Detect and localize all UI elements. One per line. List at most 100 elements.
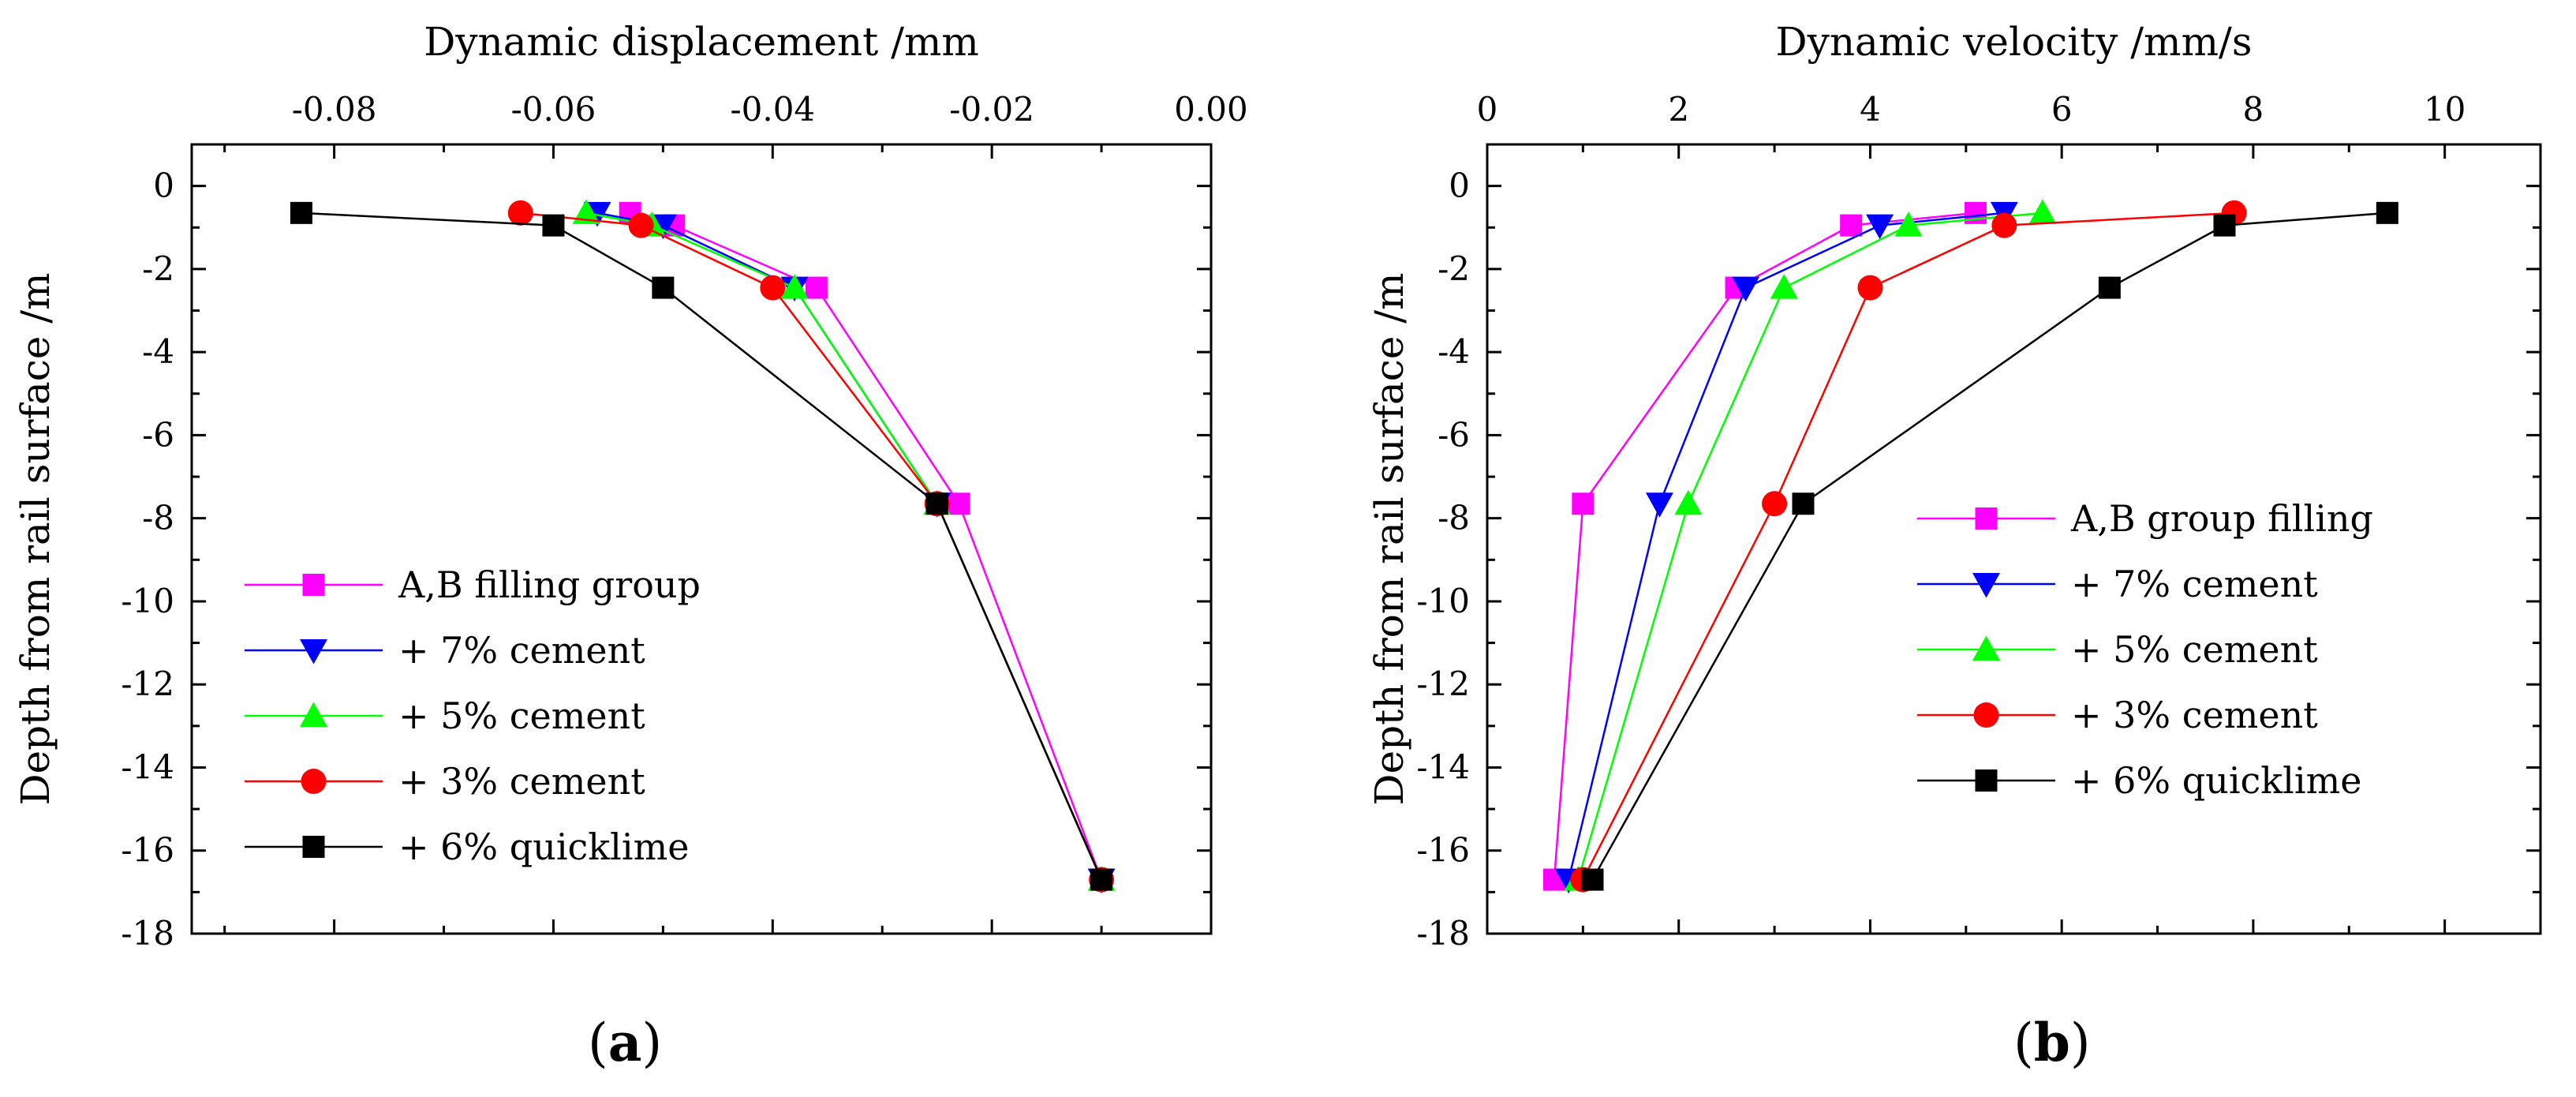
- data-point: [1991, 212, 2017, 238]
- legend-marker: [1975, 507, 1998, 530]
- legend-entry-label: + 3% cement: [398, 760, 645, 803]
- data-point: [2376, 201, 2398, 224]
- data-point: [1840, 214, 1863, 237]
- series-5: [1581, 201, 2398, 891]
- y-tick-label: -8: [142, 499, 174, 537]
- legend: A,B filling group + 7% cement + 5% cement +…: [245, 563, 701, 868]
- panel-label-close: ): [642, 1013, 663, 1073]
- legend-entry-label: + 7% cement: [398, 629, 645, 672]
- data-point: [948, 492, 970, 515]
- legend-entry-label: A,B group filling: [2070, 497, 2373, 540]
- y-tick-label: -14: [121, 747, 174, 786]
- data-point: [1581, 868, 1604, 891]
- y-tick-label: -4: [142, 332, 174, 371]
- series-3: [572, 199, 1116, 891]
- legend-entry-label: + 5% cement: [2071, 628, 2318, 671]
- y-tick-label: -16: [121, 831, 174, 870]
- x-axis-title: Dynamic velocity /mm/s: [1776, 19, 2253, 65]
- series-1: [619, 201, 1113, 891]
- data-point: [1674, 489, 1703, 515]
- data-point: [2098, 276, 2121, 299]
- data-point: [1857, 275, 1883, 301]
- x-tick-label: 8: [2243, 90, 2264, 129]
- x-tick-label: -0.04: [730, 90, 815, 129]
- legend-marker: [300, 702, 327, 727]
- legend-marker: [1972, 573, 2000, 598]
- y-tick-label: -4: [1438, 332, 1470, 371]
- panel-label-open: (: [2013, 1013, 2034, 1073]
- y-tick-label: -14: [1416, 747, 1470, 786]
- legend-entry-label: + 6% quicklime: [398, 826, 689, 868]
- y-tick-label: -2: [1438, 249, 1470, 288]
- panel-label: (b): [2013, 1012, 2091, 1073]
- y-tick-label: 0: [1449, 167, 1470, 205]
- plot-frame: [1486, 143, 2542, 935]
- data-point: [2213, 214, 2236, 237]
- data-point: [780, 274, 809, 299]
- data-point: [1645, 492, 1673, 518]
- data-point: [925, 492, 948, 515]
- series-line: [596, 212, 1103, 881]
- panel-label: (a): [588, 1012, 662, 1073]
- series-2: [583, 201, 1116, 894]
- data-point: [2028, 199, 2057, 224]
- x-tick-label: 0.00: [1174, 90, 1248, 129]
- data-point: [805, 276, 828, 299]
- panel-label-open: (: [588, 1013, 608, 1073]
- legend-entry-label: + 5% cement: [398, 695, 645, 737]
- legend-marker: [300, 639, 327, 665]
- legend-entry-label: + 7% cement: [2071, 563, 2318, 605]
- data-point: [628, 212, 654, 238]
- legend-marker: [1972, 635, 2000, 661]
- y-tick-label: -12: [121, 665, 174, 703]
- y-tick-label: 0: [153, 167, 174, 205]
- y-axis-title: Depth from rail surface /m: [1367, 272, 1412, 805]
- legend-marker: [301, 769, 327, 794]
- x-tick-label: 10: [2424, 90, 2466, 129]
- y-tick-label: -6: [142, 415, 174, 454]
- x-tick-label: 4: [1860, 90, 1881, 129]
- data-point: [572, 199, 600, 224]
- data-point: [1866, 214, 1894, 240]
- data-point: [1090, 868, 1113, 891]
- data-point: [1762, 491, 1788, 517]
- data-point: [1894, 212, 1923, 237]
- x-axis-title: Dynamic displacement /mm: [424, 19, 979, 65]
- y-tick-label: -18: [121, 914, 174, 953]
- y-tick-label: -2: [142, 249, 174, 288]
- legend-marker: [302, 836, 325, 858]
- data-point: [1572, 492, 1595, 515]
- panel-label-close: ): [2070, 1013, 2091, 1073]
- legend-marker: [1973, 702, 1999, 728]
- data-point: [1770, 274, 1798, 299]
- legend-entry-label: A,B filling group: [398, 563, 701, 606]
- data-point: [1732, 276, 1760, 302]
- y-tick-label: -10: [1416, 582, 1470, 620]
- x-tick-label: -0.02: [949, 90, 1034, 129]
- legend-entry-label: + 3% cement: [2071, 694, 2318, 736]
- x-tick-label: 0: [1477, 90, 1498, 129]
- data-point: [652, 276, 675, 299]
- series-1: [1542, 201, 1987, 891]
- y-tick-label: -12: [1416, 665, 1470, 703]
- series-line: [630, 212, 1103, 881]
- chart-panel-b: 0 2 4 6 8 10 0 -2 -4 -6 -8 -10 -12 -14 -16 -18 Dynamic v…: [1367, 19, 2542, 1073]
- series-5: [290, 201, 1113, 891]
- data-point: [507, 200, 533, 226]
- x-tick-label: 2: [1668, 90, 1689, 129]
- y-tick-label: -16: [1416, 831, 1470, 870]
- legend: A,B group filling + 7% cement + 5% cement +…: [1917, 497, 2373, 802]
- data-point: [1792, 492, 1815, 515]
- data-point: [542, 214, 565, 237]
- panel-label-letter: a: [608, 1012, 642, 1073]
- y-axis-title: Depth from rail surface /m: [13, 272, 58, 805]
- legend-marker: [1975, 769, 1998, 792]
- chart-panel-a: -0.08 -0.06 -0.04 -0.02 0.00 0 -2 -4 -6 -8 -10 -12 -…: [13, 19, 1248, 1073]
- panel-label-letter: b: [2034, 1012, 2070, 1073]
- data-point: [290, 201, 312, 224]
- legend-entry-label: + 6% quicklime: [2071, 759, 2361, 802]
- legend-marker: [302, 574, 325, 596]
- y-tick-label: -10: [121, 582, 174, 620]
